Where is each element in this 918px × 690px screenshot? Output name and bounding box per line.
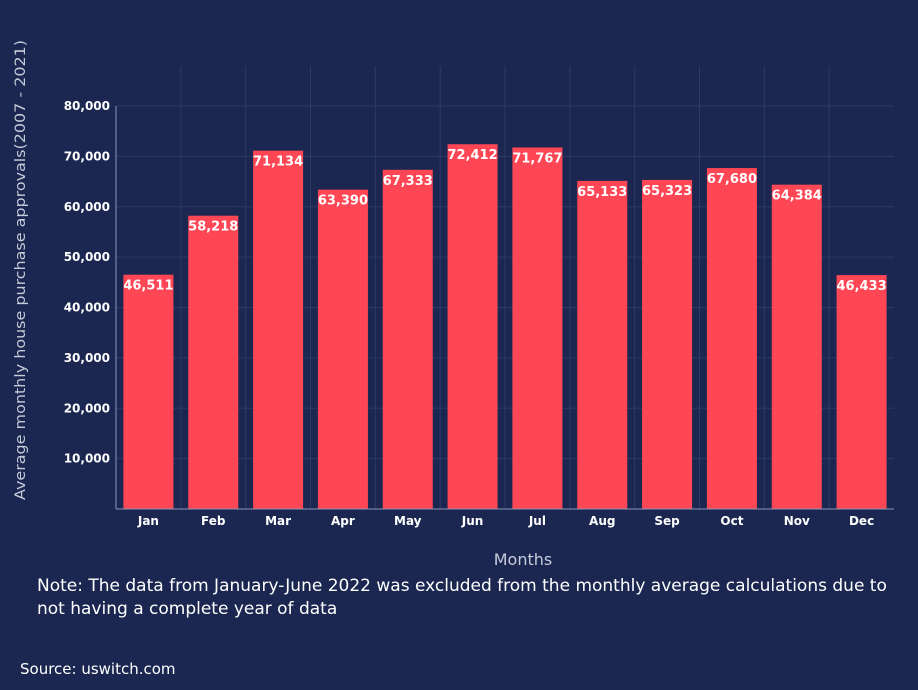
y-tick-label: 50,000: [64, 250, 110, 264]
x-tick-label: May: [394, 514, 422, 528]
bar-feb: [188, 215, 239, 510]
value-label: 58,218: [188, 220, 238, 235]
bar-jan: [123, 274, 174, 509]
x-tick-label: Feb: [201, 514, 226, 528]
value-label: 72,412: [447, 148, 497, 163]
bar-jul: [512, 147, 563, 509]
value-labels: 46,511 58,218 71,134 63,390 67,333 72,412 71,7…: [123, 148, 886, 294]
footnote: Note: The data from January-June 2022 wa…: [37, 576, 887, 619]
x-tick-label: Dec: [849, 514, 874, 528]
y-tick-label: 30,000: [64, 351, 110, 365]
x-tick-label: Nov: [784, 514, 810, 528]
value-label: 65,323: [642, 184, 692, 199]
x-tick-label: Jul: [528, 514, 546, 528]
bar-jun: [447, 144, 498, 509]
x-axis-ticks: Jan Feb Mar Apr May Jun Jul Aug Sep Oct Nov Dec: [137, 514, 874, 528]
y-tick-label: 80,000: [64, 99, 110, 113]
y-tick-label: 70,000: [64, 149, 110, 163]
value-label: 71,767: [512, 151, 562, 166]
x-tick-label: Aug: [589, 514, 615, 528]
bar-apr: [317, 189, 368, 509]
value-label: 67,680: [707, 172, 757, 187]
source-credit: Source: uswitch.com: [20, 660, 176, 678]
x-axis-title: Months: [494, 550, 552, 569]
y-tick-label: 20,000: [64, 401, 110, 415]
bar-aug: [577, 180, 628, 509]
grid-lines: [116, 66, 894, 509]
y-axis-ticks: 10,000 20,000 30,000 40,000 50,000 60,000 70,0…: [64, 99, 110, 466]
bar-dec: [836, 275, 887, 509]
x-tick-label: Oct: [720, 514, 743, 528]
bar-nov: [771, 184, 822, 510]
x-tick-label: Mar: [265, 514, 291, 528]
value-label: 71,134: [253, 155, 303, 170]
bar-may: [382, 169, 433, 510]
value-label: 63,390: [318, 194, 368, 209]
value-label: 65,133: [577, 185, 627, 200]
bar-oct: [706, 168, 757, 509]
bar-sep: [642, 179, 693, 509]
bars: [123, 144, 887, 510]
x-tick-label: Jun: [461, 514, 484, 528]
y-tick-label: 60,000: [64, 200, 110, 214]
value-label: 46,433: [836, 279, 886, 294]
value-label: 64,384: [772, 189, 822, 204]
bar-mar: [253, 150, 304, 509]
value-label: 67,333: [383, 174, 433, 189]
x-tick-label: Apr: [331, 514, 355, 528]
x-tick-label: Jan: [137, 514, 159, 528]
y-axis-title: Average monthly house purchase approvals…: [13, 40, 29, 500]
value-label: 46,511: [123, 279, 173, 294]
y-tick-label: 10,000: [64, 452, 110, 466]
x-tick-label: Sep: [654, 514, 680, 528]
y-tick-label: 40,000: [64, 301, 110, 315]
